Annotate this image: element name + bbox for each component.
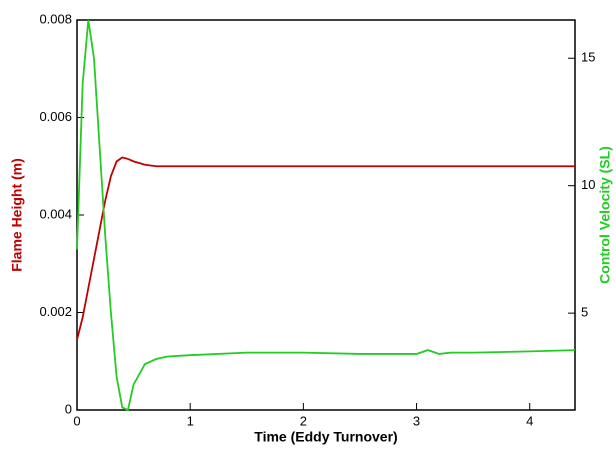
y2-tick-label: 15 <box>581 50 595 65</box>
y2-tick-label: 5 <box>581 305 588 320</box>
x-tick-label: 4 <box>526 413 533 428</box>
line <box>76 19 576 412</box>
y-tick-label: 0.006 <box>39 109 72 124</box>
x-tick-label: 0 <box>73 413 80 428</box>
x-axis-label: Time (Eddy Turnover) <box>254 429 397 445</box>
y2-tick-label: 10 <box>581 177 595 192</box>
y-axis-label: Flame Height (m) <box>9 158 25 272</box>
y-tick-label: 0.004 <box>39 206 72 221</box>
x-tick-label: 2 <box>300 413 307 428</box>
x-tick-label: 1 <box>187 413 194 428</box>
y-tick-label: 0.002 <box>39 304 72 319</box>
y2-axis-label: Control Velocity (SL) <box>597 146 613 284</box>
x-tick-label: 3 <box>413 413 420 428</box>
y-tick-label: 0.008 <box>39 11 72 26</box>
y-tick-label: 0 <box>65 401 72 416</box>
line <box>76 156 575 341</box>
